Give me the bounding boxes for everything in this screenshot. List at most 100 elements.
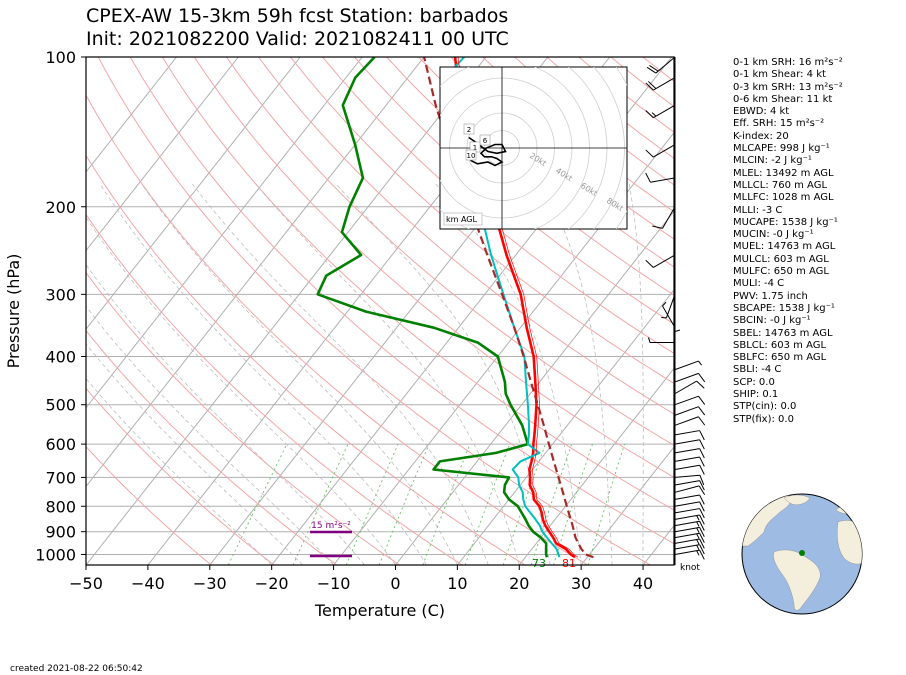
wind-barb-flag <box>699 494 705 505</box>
wind-barb-flag <box>652 225 663 229</box>
wind-barb-staff <box>674 508 700 514</box>
wind-barb-staff <box>674 456 700 462</box>
wind-barb <box>674 485 706 495</box>
wind-barb-staff <box>674 494 700 500</box>
wind-barb-staff <box>653 104 676 119</box>
dry-adiabat <box>129 57 674 545</box>
isotherm-line <box>86 57 301 330</box>
wind-barb <box>674 494 705 505</box>
mixing-ratio-line <box>292 443 349 565</box>
plot-frame <box>85 56 675 566</box>
wind-barb-flag <box>699 501 705 512</box>
chart-subtitle: Init: 2021082200 Valid: 2021082411 00 UT… <box>86 28 509 50</box>
wind-barb-half-flag <box>698 360 703 366</box>
wind-barb-staff <box>674 526 700 533</box>
dry-adiabat <box>354 57 674 325</box>
wind-barb <box>674 380 705 395</box>
wind-barb-staff <box>653 144 676 158</box>
wind-barb-staff <box>665 294 676 319</box>
wind-barb-flag <box>645 149 654 158</box>
stat-line: 0-3 km SRH: 13 m²s⁻² <box>733 81 843 93</box>
x-tick-label: 0 <box>390 574 400 593</box>
moist-adiabat <box>192 183 489 565</box>
wind-barb <box>674 532 705 543</box>
wind-barb <box>674 395 706 406</box>
wind-barb-staff <box>674 430 700 436</box>
x-tick-label: −20 <box>255 574 289 593</box>
moist-adiabat <box>86 343 303 565</box>
wind-barb-staff <box>662 305 676 328</box>
wind-barb <box>674 480 705 491</box>
dry-adiabat <box>225 57 674 446</box>
x-tick-label: −10 <box>317 574 351 593</box>
wind-barb <box>674 360 703 371</box>
dry-adiabat <box>258 57 674 415</box>
wind-barb-staff <box>674 380 697 395</box>
station-location-dot <box>799 550 805 556</box>
moist-adiabat <box>141 183 458 565</box>
isotherm-line <box>86 57 425 488</box>
stat-line: PWV: 1.75 inch <box>733 290 808 302</box>
wind-barb-flag <box>699 521 705 531</box>
moist-adiabat <box>86 378 272 565</box>
dry-adiabat <box>86 94 588 565</box>
y-tick-label: 400 <box>45 348 76 367</box>
stat-line: SBLCL: 603 m AGL <box>733 339 827 351</box>
moist-adiabat <box>86 305 334 565</box>
wind-barb <box>645 144 676 158</box>
stat-line: Eff. SRH: 15 m²s⁻² <box>733 118 825 130</box>
stat-line: K-index: 20 <box>733 130 789 142</box>
surface-temperature-label: 81 <box>562 557 576 570</box>
dry-adiabat <box>418 57 674 268</box>
wind-barb <box>645 77 676 91</box>
dry-adiabat <box>386 57 674 296</box>
wind-barb-staff <box>674 406 699 416</box>
wind-barb <box>646 56 676 74</box>
y-tick-label: 300 <box>45 285 76 304</box>
wind-barb-flag <box>698 395 706 405</box>
wind-barb-staff <box>674 448 700 454</box>
stat-line: MLCAPE: 998 J kg⁻¹ <box>733 143 830 155</box>
wind-barb-flag <box>699 456 705 467</box>
sounding-stats: 0-1 km SRH: 16 m²s⁻² 0-1 km Shear: 4 kt … <box>733 57 843 426</box>
wind-barb-flag <box>699 538 705 549</box>
y-tick-label: 900 <box>45 523 76 542</box>
hodograph-label-box <box>443 212 483 226</box>
isotherm-line <box>86 57 487 565</box>
wind-barb <box>674 538 705 549</box>
wind-barb-staff <box>662 206 676 229</box>
dry-adiabat <box>86 154 526 565</box>
wind-barb <box>674 430 705 441</box>
hodograph-height-label: 2 <box>467 126 471 134</box>
wind-barb <box>645 254 676 268</box>
wind-barb-half-flag <box>696 521 700 527</box>
wind-barb-staff <box>650 177 676 183</box>
wind-barb-flag <box>699 464 705 475</box>
wind-barb-staff <box>674 395 699 406</box>
isotherm-line <box>456 289 674 565</box>
y-tick-label: 600 <box>45 435 76 454</box>
stat-line: SBLI: -4 C <box>733 364 782 376</box>
stat-line: MLEL: 13492 m AGL <box>733 167 834 179</box>
wind-barb <box>674 514 705 525</box>
isotherm-line <box>333 131 674 565</box>
wind-barb-staff <box>674 501 700 507</box>
wind-barb <box>661 294 676 319</box>
wind-barb-half-flag <box>651 112 657 117</box>
stat-line: MULCL: 603 m AGL <box>733 253 829 265</box>
stat-line: STP(cin): 0.0 <box>733 401 797 413</box>
wind-barb-flag <box>699 544 705 555</box>
wind-barb-flag <box>645 82 654 91</box>
wind-barb-staff <box>655 56 676 74</box>
isotherm-line <box>86 57 177 173</box>
wind-barb-staff <box>674 485 700 493</box>
dry-adiabat <box>193 57 674 478</box>
wind-barb <box>674 372 706 383</box>
wind-barb-flag <box>645 172 651 183</box>
hodograph-height-label: 10 <box>467 152 476 160</box>
wind-barb-flag <box>699 439 705 450</box>
wind-barb-flag <box>699 533 705 543</box>
y-tick-label: 200 <box>45 198 76 217</box>
x-axis-label: Temperature (C) <box>314 601 445 620</box>
